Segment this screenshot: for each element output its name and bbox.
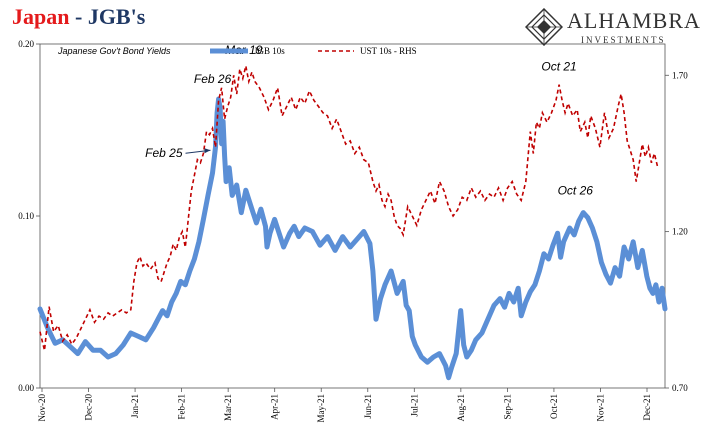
y-right-tick-label: 1.20	[672, 227, 688, 237]
y-left-tick-label: 0.00	[18, 383, 34, 393]
annotation-arrowhead	[204, 148, 211, 154]
x-tick-label: Oct-21	[549, 394, 559, 419]
logo-subtitle: INVESTMENTS	[581, 35, 666, 45]
annotation-label: Oct 21	[541, 60, 576, 74]
chart-title: Japan - JGB's	[12, 4, 145, 30]
title-jgbs: JGB's	[87, 4, 146, 29]
annotation-label: Feb 26	[194, 72, 232, 86]
x-tick-label: Nov-21	[595, 394, 605, 422]
y-right-tick-label: 0.70	[672, 383, 688, 393]
legend-item-ust: UST 10s - RHS	[318, 46, 417, 56]
chart-subtitle: Japanese Gov't Bond Yields	[58, 46, 171, 56]
x-tick-label: Sep-21	[502, 394, 512, 420]
legend-item-jgb: JGB 10s	[210, 46, 285, 56]
y-left-tick-label: 0.20	[18, 39, 34, 49]
x-tick-label: Dec-20	[84, 394, 94, 421]
x-tick-label: Jun-21	[363, 394, 373, 419]
x-tick-label: Aug-21	[456, 394, 466, 422]
legend-swatch-jgb	[210, 48, 248, 54]
series-line-jgb	[37, 96, 668, 381]
y-right-tick-label: 1.70	[672, 70, 688, 80]
x-tick-label: Feb-21	[177, 394, 187, 420]
x-tick-label: May-21	[316, 394, 326, 423]
x-tick-label: Dec-21	[642, 394, 652, 421]
x-tick-label: Mar-21	[223, 394, 233, 421]
diamond-logo-icon	[525, 8, 563, 46]
x-tick-label: Apr-21	[270, 394, 280, 420]
annotation-label: Oct 26	[558, 184, 594, 198]
x-tick-label: Jul-21	[409, 394, 419, 417]
logo-wordmark: ALHAMBRA	[567, 8, 701, 33]
x-tick-label: Nov-20	[37, 394, 47, 422]
annotation-label: Feb 25	[145, 146, 183, 160]
legend-swatch-ust	[318, 50, 354, 52]
alhambra-logo: ALHAMBRA INVESTMENTS	[525, 8, 700, 48]
title-japan: Japan	[12, 4, 70, 29]
x-tick-label: Jan-21	[130, 394, 140, 418]
legend-label-ust: UST 10s - RHS	[360, 46, 417, 56]
y-left-tick-label: 0.10	[18, 211, 34, 221]
title-separator: -	[69, 4, 88, 29]
series-line-ust	[39, 65, 659, 351]
legend-label-jgb: JGB 10s	[254, 46, 285, 56]
